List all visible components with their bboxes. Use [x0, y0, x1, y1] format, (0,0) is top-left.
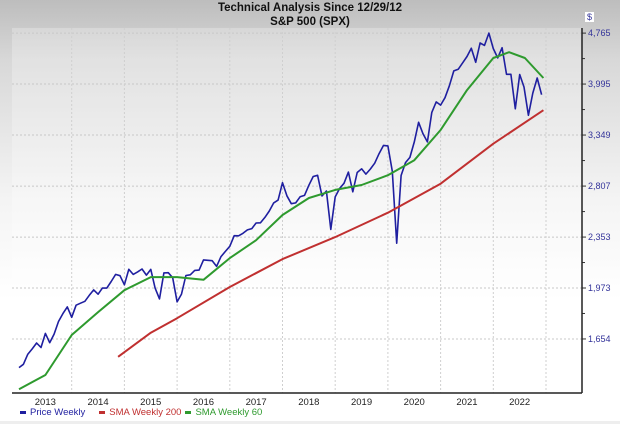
x-tick-label: 2018: [298, 397, 319, 408]
x-tick-label: 2016: [193, 397, 214, 408]
x-tick-label: 2015: [140, 397, 161, 408]
plot-area: [12, 28, 582, 393]
legend-label: SMA Weekly 200: [109, 407, 182, 418]
legend-label: SMA Weekly 60: [195, 407, 263, 418]
sma-weekly-60-line: [18, 51, 545, 391]
legend-swatch: [185, 411, 192, 414]
y-tick-label: 3,995: [588, 79, 611, 89]
legend-swatch: [20, 411, 26, 414]
y-tick-label: 4,765: [588, 28, 611, 38]
y-tick-label: 3,349: [588, 130, 611, 140]
price-weekly-line: [18, 32, 543, 369]
legend: Price Weekly SMA Weekly 200 SMA Weekly 6…: [20, 407, 262, 418]
y-unit-label: $: [585, 12, 595, 22]
y-tick-label: 1,973: [588, 283, 611, 293]
x-tick-label: 2021: [456, 397, 477, 408]
legend-label: Price Weekly: [30, 407, 86, 418]
chart-subtitle: S&P 500 (SPX): [270, 16, 350, 28]
x-tick-label: 2014: [87, 397, 108, 408]
legend-item-price: Price Weekly: [20, 407, 85, 418]
y-tick-label: 2,807: [588, 181, 611, 191]
x-tick-label: 2022: [509, 397, 530, 408]
sma-weekly-200-line: [117, 109, 544, 358]
legend-swatch: [99, 411, 106, 414]
footer-bar: [0, 421, 620, 424]
legend-item-sma60: SMA Weekly 60: [185, 407, 262, 418]
x-tick-label: 2017: [246, 397, 267, 408]
legend-item-sma200: SMA Weekly 200: [99, 407, 181, 418]
x-tick-label: 2020: [404, 397, 425, 408]
y-tick-label: 2,353: [588, 232, 611, 242]
x-tick-label: 2013: [35, 397, 56, 408]
chart-title: Technical Analysis Since 12/29/12: [217, 2, 403, 14]
y-tick-label: 1,654: [588, 334, 611, 344]
x-tick-label: 2019: [351, 397, 372, 408]
